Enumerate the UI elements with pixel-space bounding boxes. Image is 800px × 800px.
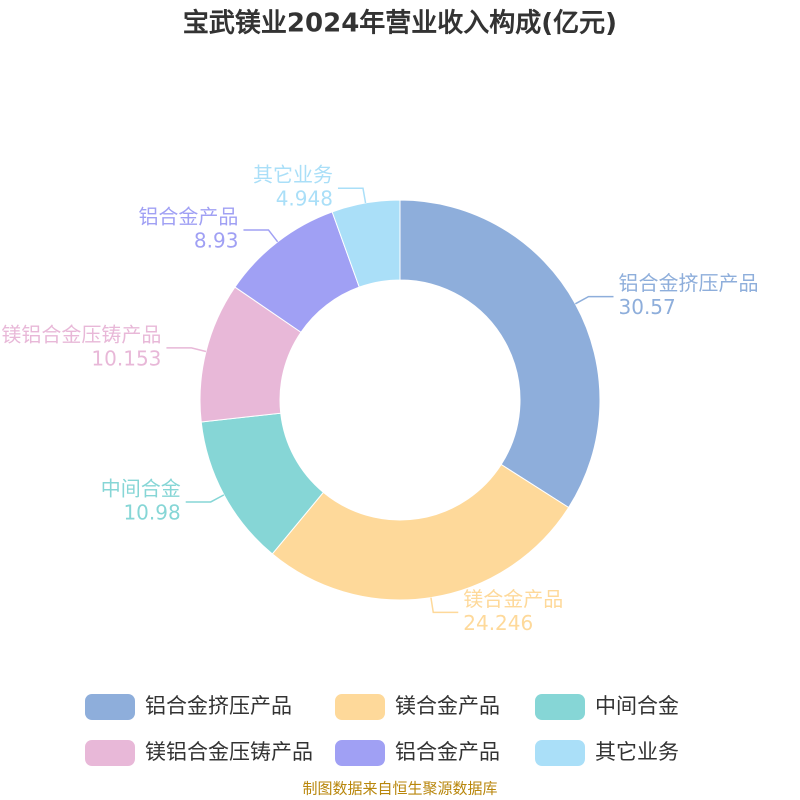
leader-line [430,597,459,614]
leader-line [574,295,614,305]
leader-line [243,229,279,243]
data-label-name: 镁铝合金压铸产品 [1,322,161,346]
data-label-name: 铝合金产品 [138,204,238,228]
legend-swatch [85,694,135,720]
data-label-name: 其它业务 [253,163,333,187]
data-label-value: 10.98 [123,500,180,524]
legend-label: 中间合金 [595,694,679,718]
legend-swatch [85,740,135,766]
data-label-value: 30.57 [619,295,676,319]
legend-swatch [535,694,585,720]
legend-swatch [535,740,585,766]
donut-slice [399,199,601,509]
data-label-value: 8.93 [194,228,239,252]
data-label-name: 镁合金产品 [463,587,563,611]
data-label-value: 10.153 [91,346,161,370]
legend-swatch [335,694,385,720]
leader-line [166,347,207,353]
legend-swatch [335,740,385,766]
legend-label: 镁铝合金压铸产品 [145,740,313,764]
data-label-name: 铝合金挤压产品 [619,271,759,295]
data-label-name: 中间合金 [101,476,181,500]
donut-slice [271,463,570,601]
legend-label: 镁合金产品 [395,694,500,718]
leader-line [337,187,367,204]
legend-label: 铝合金产品 [395,740,500,764]
data-label-value: 24.246 [463,611,533,635]
chart-title: 宝武镁业2024年营业收入构成(亿元) [183,8,617,39]
legend-label: 其它业务 [595,740,679,764]
leader-line [185,494,225,503]
data-label-value: 4.948 [276,187,333,211]
donut-slice [331,199,401,288]
legend-label: 铝合金挤压产品 [145,694,292,718]
source-note: 制图数据来自恒生聚源数据库 [302,780,497,798]
